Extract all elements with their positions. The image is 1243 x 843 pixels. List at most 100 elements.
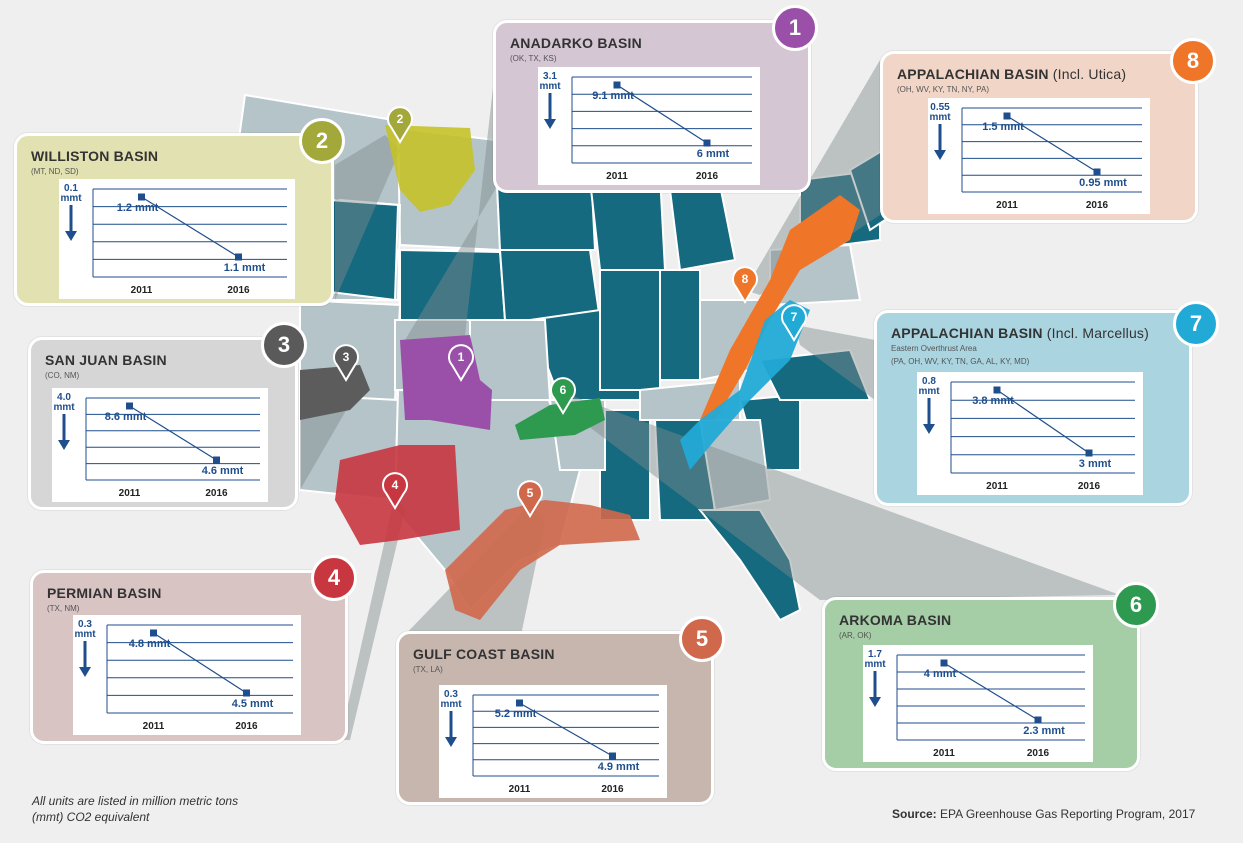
decline-unit: mmt (440, 699, 462, 710)
basin-title: PERMIAN BASIN (47, 585, 162, 601)
down-arrow-head-icon (445, 737, 457, 747)
data-point (1003, 112, 1011, 120)
series-line (996, 389, 1090, 454)
data-label: 8.6 mmt (105, 411, 147, 423)
data-label: 3.8 mmt (972, 395, 1014, 407)
decline-unit: mmt (918, 386, 940, 397)
basin-badge: 5 (679, 616, 725, 662)
data-point (516, 699, 523, 707)
series-line (153, 632, 247, 694)
data-label: 4 mmt (924, 668, 957, 680)
data-label: 4.8 mmt (129, 638, 171, 650)
basin-title-suffix: (Incl. Marcellus) (1046, 325, 1149, 341)
basin-card: APPALACHIAN BASIN (Incl. Marcellus) East… (874, 301, 1219, 506)
data-point (138, 193, 145, 201)
down-arrow-head-icon (65, 231, 77, 241)
basin-regions (300, 125, 860, 620)
decline-unit: mmt (53, 402, 75, 413)
pin-2: 2 (387, 106, 413, 144)
map-pins: 1 2 3 4 5 6 7 8 (333, 106, 807, 518)
basin-plot: 1.2 mmt 2011 1.1 mmt 2016 0.1 mmt (59, 179, 295, 299)
basin-title: APPALACHIAN BASIN (897, 66, 1049, 82)
series-line (141, 196, 239, 258)
basin-title: ARKOMA BASIN (839, 612, 952, 628)
x-tick-label: 2011 (606, 171, 628, 182)
decline-unit: mmt (929, 112, 951, 123)
x-tick-label: 2016 (205, 488, 228, 499)
data-point (993, 386, 1001, 394)
data-point (1085, 449, 1093, 457)
down-arrow-head-icon (58, 440, 70, 450)
source-line: Source: EPA Greenhouse Gas Reporting Pro… (892, 807, 1195, 821)
arkoma-region (515, 398, 605, 440)
down-arrow-head-icon (934, 150, 946, 160)
x-tick-label: 2011 (509, 784, 531, 795)
appalachian-utica-region (700, 195, 860, 420)
x-tick-label: 2011 (131, 285, 153, 296)
data-label: 4.9 mmt (598, 761, 640, 773)
basin-states: Eastern Overthrust Area (891, 344, 977, 353)
basin-card: WILLISTON BASIN (MT, ND, SD) 2 1.2 mmt 20… (14, 118, 345, 306)
x-tick-label: 2016 (601, 784, 624, 795)
x-tick-label: 2011 (119, 488, 141, 499)
basin-title: ANADARKO BASIN (510, 35, 642, 51)
basin-plot: 4 mmt 2011 2.3 mmt 2016 1.7 mmt (863, 645, 1093, 762)
x-tick-label: 2011 (933, 748, 955, 759)
basin-badge: 1 (772, 5, 818, 51)
svg-text:4: 4 (392, 478, 399, 492)
basin-plot: 3.8 mmt 2011 3 mmt 2016 0.8 mmt (917, 372, 1143, 495)
pin-8: 8 (732, 266, 758, 304)
down-arrow-head-icon (544, 119, 556, 129)
basin-title-suffix: (Incl. Utica) (1052, 66, 1127, 82)
svg-text:3: 3 (343, 350, 350, 364)
x-tick-label: 2011 (996, 200, 1018, 211)
basin-card: ANADARKO BASIN (OK, TX, KS) 1 9.1 mmt 201… (493, 5, 818, 193)
source-label: Source: (892, 807, 937, 821)
series-line (129, 405, 217, 461)
pin-6: 6 (550, 377, 576, 415)
basin-plot: 5.2 mmt 2011 4.9 mmt 2016 0.3 mmt (439, 685, 667, 798)
basin-badge: 6 (1113, 582, 1159, 628)
basin-states-2: (PA, OH, WV, KY, TN, GA, AL, KY, MD) (891, 357, 1030, 366)
basin-card: GULF COAST BASIN (TX, LA) 5 5.2 mmt 2011 4… (396, 616, 725, 805)
pin-4: 4 (382, 472, 408, 510)
basin-title: SAN JUAN BASIN (45, 352, 167, 368)
decline-unit: mmt (60, 193, 82, 204)
data-point (213, 456, 220, 464)
data-point (940, 659, 948, 667)
basin-states: (TX, LA) (413, 665, 443, 674)
basin-badge: 8 (1170, 38, 1216, 84)
down-arrow-head-icon (79, 667, 91, 677)
units-note: All units are listed in million metric t… (32, 794, 239, 824)
decline-unit: mmt (864, 659, 886, 670)
appalachian-marcellus-region (680, 300, 810, 470)
x-tick-label: 2016 (227, 285, 250, 296)
basin-states: (MT, ND, SD) (31, 167, 79, 176)
gulf-coast-region (445, 500, 640, 620)
decline-value: 1.7 (868, 649, 882, 660)
decline-value: 4.0 (57, 392, 71, 403)
pin-5: 5 (517, 480, 543, 518)
pin-1: 1 (448, 344, 474, 382)
x-tick-label: 2016 (235, 721, 258, 732)
svg-text:2: 2 (397, 112, 404, 126)
basin-title: APPALACHIAN BASIN (891, 325, 1043, 341)
series-line (1006, 115, 1098, 173)
decline-value: 0.55 (930, 102, 950, 113)
data-label: 0.95 mmt (1079, 177, 1127, 189)
basin-title: WILLISTON BASIN (31, 148, 159, 164)
basin-badge: 2 (299, 118, 345, 164)
basin-card: PERMIAN BASIN (TX, NM) 4 4.8 mmt 2011 4.5 … (30, 555, 357, 744)
decline-value: 0.3 (78, 619, 92, 630)
data-point (243, 689, 250, 697)
basin-badge: 3 (261, 322, 307, 368)
pin-3: 3 (333, 344, 359, 382)
svg-text:1: 1 (458, 350, 465, 364)
svg-text:5: 5 (527, 486, 534, 500)
williston-region (385, 125, 475, 212)
x-tick-label: 2011 (143, 721, 165, 732)
